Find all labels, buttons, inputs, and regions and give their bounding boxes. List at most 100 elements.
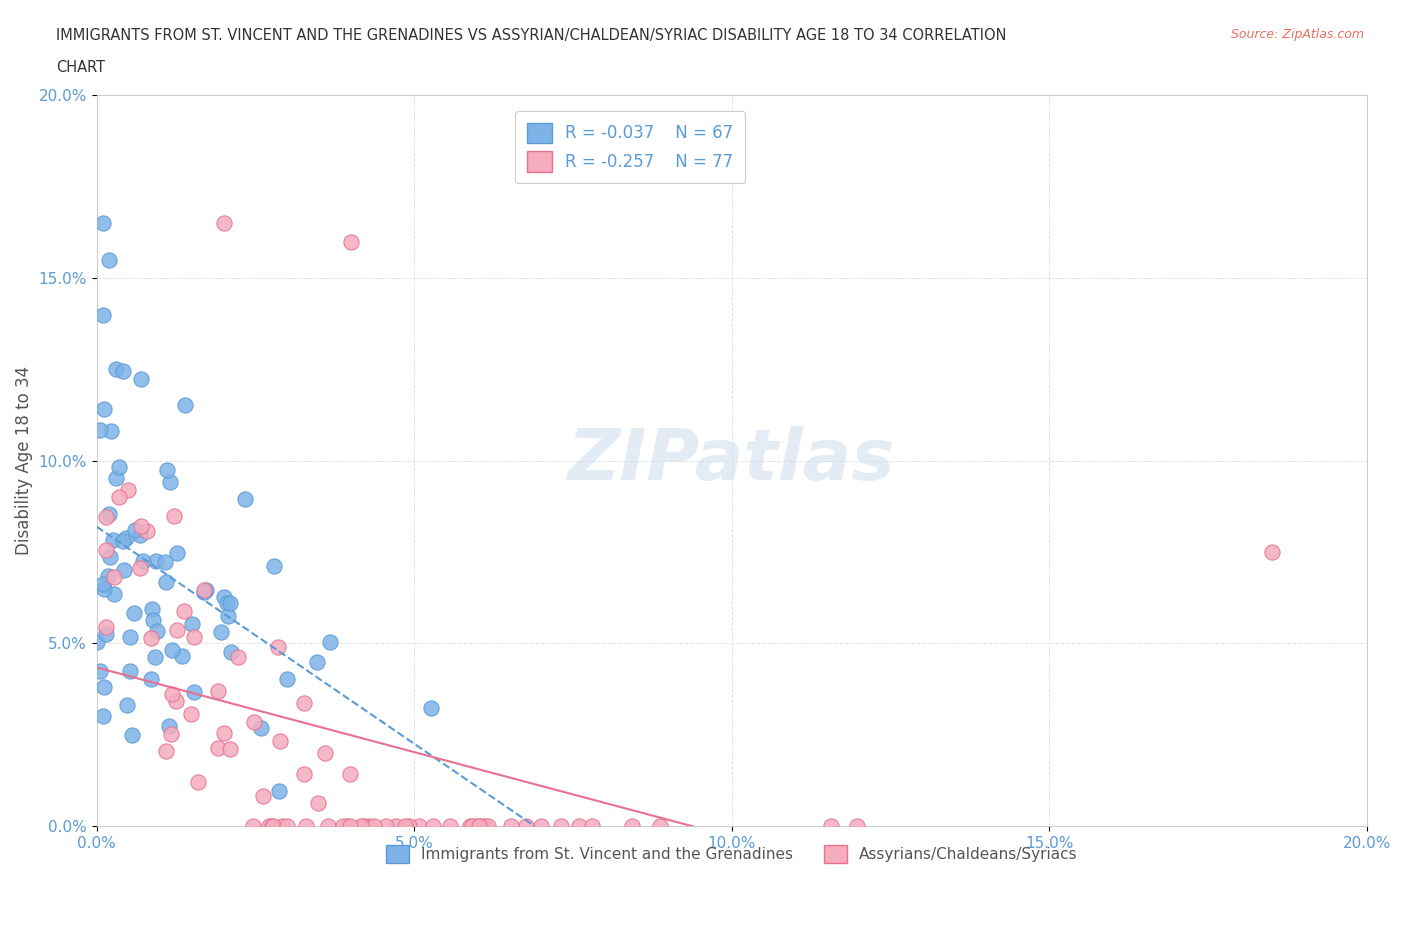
Point — [180, 706, 202, 721]
Point — [91, 709, 114, 724]
Point — [439, 818, 461, 833]
Point — [207, 684, 229, 698]
Point — [93, 680, 115, 695]
Point — [474, 818, 496, 833]
Text: Source: ZipAtlas.com: Source: ZipAtlas.com — [1230, 28, 1364, 41]
Point — [271, 818, 294, 833]
Point — [145, 553, 167, 568]
Point — [94, 627, 117, 642]
Point — [276, 671, 298, 686]
Point — [118, 663, 141, 678]
Point — [408, 818, 430, 833]
Point — [141, 631, 163, 645]
Point — [307, 795, 329, 810]
Point — [212, 216, 235, 231]
Point — [166, 622, 188, 637]
Point — [464, 818, 486, 833]
Point — [103, 587, 125, 602]
Point — [209, 624, 232, 639]
Point — [212, 725, 235, 740]
Point — [233, 492, 256, 507]
Point — [276, 818, 298, 833]
Point — [107, 459, 129, 474]
Point — [105, 471, 128, 485]
Point — [160, 726, 183, 741]
Point — [458, 818, 481, 833]
Point — [155, 575, 177, 590]
Point — [460, 818, 482, 833]
Legend: Immigrants from St. Vincent and the Grenadines, Assyrians/Chaldeans/Syriacs: Immigrants from St. Vincent and the Gren… — [380, 839, 1084, 870]
Point — [89, 422, 111, 437]
Point — [187, 775, 209, 790]
Point — [173, 604, 195, 618]
Point — [193, 583, 215, 598]
Point — [316, 818, 339, 833]
Point — [93, 401, 115, 416]
Point — [120, 630, 142, 644]
Point — [499, 818, 522, 833]
Point — [384, 818, 406, 833]
Point — [98, 507, 121, 522]
Point — [621, 818, 644, 833]
Point — [214, 590, 236, 604]
Point — [159, 474, 181, 489]
Point — [193, 584, 215, 599]
Point — [219, 645, 242, 660]
Point — [422, 818, 444, 833]
Point — [359, 818, 381, 833]
Point — [172, 648, 194, 663]
Point — [339, 766, 361, 781]
Point — [96, 542, 118, 557]
Point — [173, 398, 195, 413]
Point — [1260, 545, 1282, 560]
Point — [112, 563, 135, 578]
Point — [141, 602, 163, 617]
Point — [219, 741, 242, 756]
Point — [292, 696, 315, 711]
Point — [115, 698, 138, 712]
Point — [477, 818, 499, 833]
Point — [319, 634, 342, 649]
Point — [89, 664, 111, 679]
Point — [94, 509, 117, 524]
Point — [820, 818, 842, 833]
Point — [267, 783, 290, 798]
Point — [181, 617, 204, 631]
Point — [103, 570, 125, 585]
Point — [252, 789, 274, 804]
Point — [91, 307, 114, 322]
Point — [305, 655, 328, 670]
Text: CHART: CHART — [56, 60, 105, 75]
Point — [157, 719, 180, 734]
Point — [530, 818, 553, 833]
Point — [117, 483, 139, 498]
Point — [260, 818, 283, 833]
Point — [131, 518, 153, 533]
Point — [263, 559, 285, 574]
Point — [262, 818, 284, 833]
Point — [155, 743, 177, 758]
Point — [132, 553, 155, 568]
Point — [568, 818, 591, 833]
Point — [128, 561, 150, 576]
Point — [111, 364, 134, 379]
Point — [420, 701, 443, 716]
Point — [845, 818, 868, 833]
Point — [215, 596, 238, 611]
Point — [350, 818, 373, 833]
Point — [398, 818, 420, 833]
Point — [468, 818, 491, 833]
Y-axis label: Disability Age 18 to 34: Disability Age 18 to 34 — [15, 366, 32, 555]
Point — [98, 252, 121, 267]
Point — [242, 818, 264, 833]
Point — [163, 509, 186, 524]
Point — [394, 818, 416, 833]
Point — [267, 640, 290, 655]
Point — [226, 649, 249, 664]
Point — [207, 740, 229, 755]
Point — [249, 721, 271, 736]
Point — [332, 818, 354, 833]
Point — [336, 818, 359, 833]
Point — [363, 818, 385, 833]
Point — [295, 818, 318, 833]
